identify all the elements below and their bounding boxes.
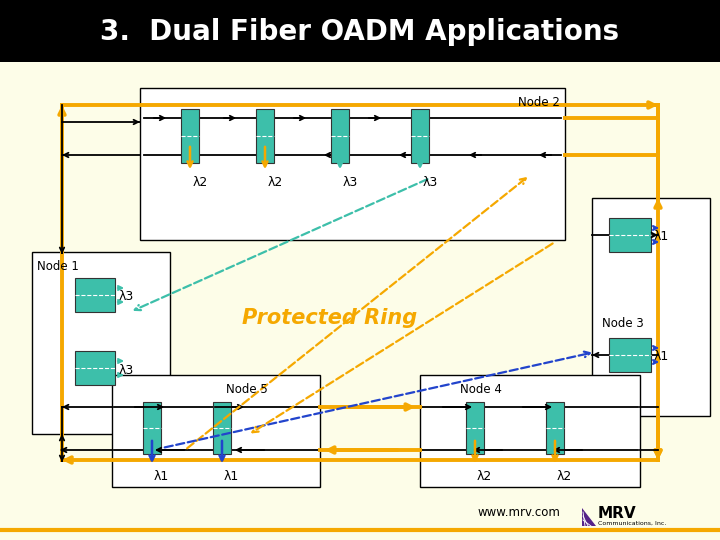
Text: λ2: λ2: [477, 470, 492, 483]
Bar: [213, 402, 231, 454]
Bar: [32, 252, 170, 434]
Text: λ1: λ1: [654, 350, 670, 363]
Text: 3.  Dual Fiber OADM Applications: 3. Dual Fiber OADM Applications: [100, 18, 620, 46]
Text: Node 1: Node 1: [37, 260, 79, 273]
Text: λ3: λ3: [119, 363, 134, 376]
Text: λ2: λ2: [193, 176, 208, 189]
Text: λ2: λ2: [268, 176, 283, 189]
Text: Node 3: Node 3: [602, 317, 644, 330]
Text: Communications, Inc.: Communications, Inc.: [598, 521, 667, 525]
Bar: [75, 351, 115, 385]
Bar: [140, 88, 565, 240]
Bar: [411, 109, 429, 163]
Text: MRV: MRV: [598, 507, 636, 522]
Text: λ1: λ1: [654, 231, 670, 244]
Bar: [143, 402, 161, 454]
Text: Node 2: Node 2: [518, 96, 560, 109]
Bar: [181, 109, 199, 163]
Bar: [331, 109, 349, 163]
Bar: [609, 338, 651, 372]
Bar: [75, 278, 115, 312]
Bar: [546, 402, 564, 454]
Bar: [592, 198, 710, 416]
Polygon shape: [582, 508, 596, 526]
Bar: [256, 109, 274, 163]
Text: λ2: λ2: [557, 470, 572, 483]
Bar: [112, 375, 320, 487]
Text: Node 5: Node 5: [226, 383, 268, 396]
Bar: [609, 218, 651, 252]
Text: λ3: λ3: [119, 291, 134, 303]
Bar: [466, 402, 484, 454]
Text: Node 4: Node 4: [460, 383, 502, 396]
Bar: [420, 375, 640, 487]
Text: Protected Ring: Protected Ring: [243, 308, 418, 328]
Text: λ1: λ1: [154, 470, 169, 483]
Text: www.mrv.com: www.mrv.com: [478, 507, 561, 519]
Text: λ1: λ1: [224, 470, 239, 483]
Text: λ3: λ3: [343, 176, 359, 189]
Text: λ3: λ3: [423, 176, 438, 189]
Bar: [0, 0, 720, 62]
